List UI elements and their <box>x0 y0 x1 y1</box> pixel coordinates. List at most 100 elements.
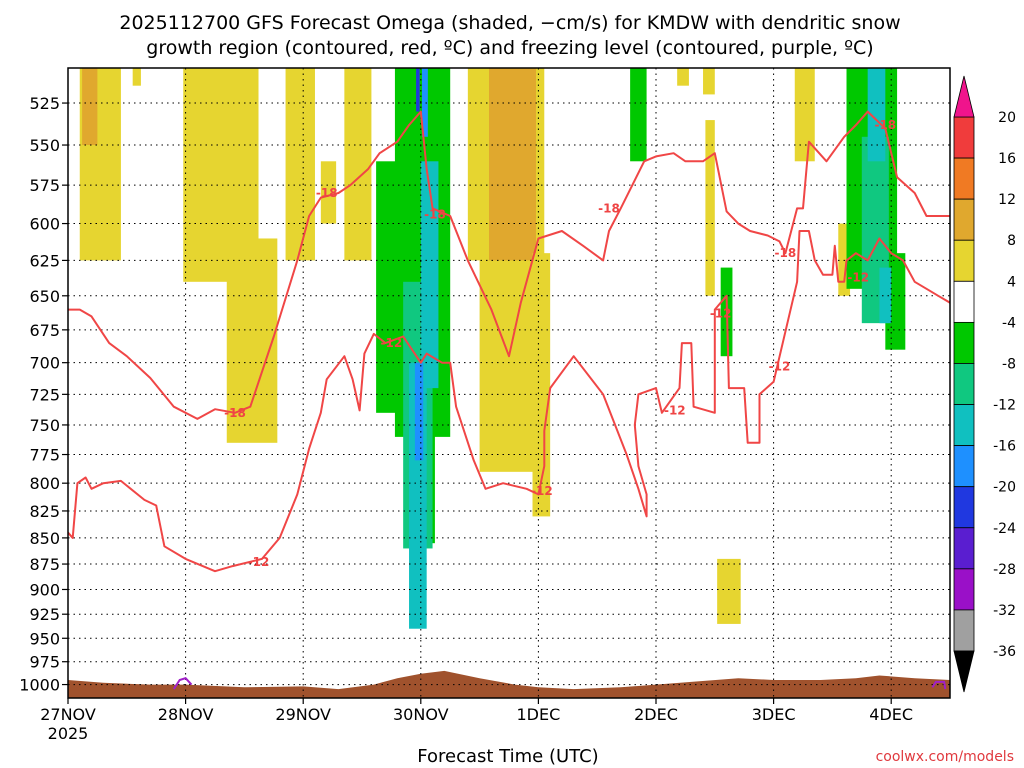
contour-label-layer: -12 -12 -12 -12 -12 -12 -12 -18 -18 -18 -18 -18 -18 <box>224 118 896 569</box>
freezing-level-line-1 <box>931 680 947 690</box>
colorbar-label-10: -24 <box>993 521 1016 537</box>
omega-region-13 <box>420 161 439 389</box>
y-tick-label-675: 675 <box>29 321 60 340</box>
y-tick-label-700: 700 <box>29 354 60 373</box>
omega-region-6 <box>320 161 337 224</box>
contour-line--18 <box>68 110 950 420</box>
plot-frame <box>67 67 951 699</box>
y-tick-label-1000: 1000 <box>19 676 60 695</box>
colorbar-swatch-10 <box>953 527 975 570</box>
omega-region-22 <box>677 68 689 86</box>
colorbar-swatch-2 <box>953 198 975 241</box>
colorbar-label-6: -8 <box>1002 356 1016 372</box>
colorbar-label-12: -32 <box>993 603 1016 619</box>
contour-label--12-1: -12 <box>381 336 403 350</box>
x-tick-label-29NOV: 29NOV <box>275 705 331 724</box>
x-tick-sublabel-27NOV: 2025 <box>48 724 89 743</box>
colorbar: 20 16 12 8 4 -4 -8 -12 -16 -20 -24 -28 -32 -36 <box>953 75 1016 693</box>
colorbar-swatch-7 <box>953 404 975 447</box>
colorbar-top-arrow <box>953 75 975 118</box>
y-axis: 525 550 575 600 625 650 675 700 725 750 775 800 825 8… <box>19 94 68 695</box>
grid-layer <box>68 68 950 698</box>
contour-layer <box>68 110 950 690</box>
omega-region-27 <box>794 68 815 162</box>
y-tick-label-825: 825 <box>29 502 60 521</box>
y-tick-label-925: 925 <box>29 605 60 624</box>
chart-title-line-2: growth region (contoured, red, ºC) and f… <box>146 37 873 59</box>
y-tick-label-750: 750 <box>29 416 60 435</box>
y-tick-label-900: 900 <box>29 580 60 599</box>
y-tick-label-775: 775 <box>29 446 60 465</box>
contour-label--12-5: -12 <box>769 360 791 374</box>
colorbar-swatch-6 <box>953 363 975 405</box>
contour-label--18-4: -18 <box>775 246 797 260</box>
colorbar-label-2: 12 <box>998 192 1016 208</box>
freezing-level-line-0 <box>172 677 193 690</box>
colorbar-swatch-12 <box>953 609 975 652</box>
colorbar-label-13: -36 <box>993 644 1016 660</box>
contour-label--12-3: -12 <box>664 403 686 417</box>
y-tick-label-525: 525 <box>29 94 60 113</box>
colorbar-swatch-3 <box>953 239 975 282</box>
colorbar-label-11: -28 <box>993 562 1016 578</box>
colorbar-swatch-4 <box>953 280 975 323</box>
omega-region-28 <box>838 223 851 296</box>
colorbar-swatch-5 <box>953 321 975 364</box>
contour-label--12-0: -12 <box>248 555 270 569</box>
contour-label--18-5: -18 <box>874 118 896 132</box>
colorbar-swatch-11 <box>953 568 975 611</box>
contour-label--12-2: -12 <box>531 484 553 498</box>
contour-label--18-3: -18 <box>598 201 620 215</box>
x-tick-label-3DEC: 3DEC <box>752 705 796 724</box>
omega-region-24 <box>705 120 715 296</box>
omega-region-33 <box>879 267 892 324</box>
omega-region-20 <box>532 253 551 517</box>
contour-label--18-2: -18 <box>424 207 446 221</box>
colorbar-swatch-1 <box>953 157 975 200</box>
omega-region-32 <box>867 68 886 162</box>
omega-region-2 <box>132 68 141 86</box>
colorbar-label-4: 4 <box>1007 274 1016 290</box>
y-tick-label-550: 550 <box>29 136 60 155</box>
y-tick-label-950: 950 <box>29 629 60 648</box>
colorbar-swatch-8 <box>953 445 975 488</box>
credit-text: coolwx.com/models <box>876 749 1014 765</box>
chart-title-line-1: 2025112700 GFS Forecast Omega (shaded, −… <box>119 12 900 34</box>
x-tick-label-27NOV: 27NOV <box>40 705 96 724</box>
contour-label--12-6: -12 <box>847 271 869 285</box>
omega-region-21 <box>630 68 647 162</box>
contour-label--18-1: -18 <box>316 186 338 200</box>
colorbar-label-8: -16 <box>993 439 1016 455</box>
omega-region-5 <box>285 68 315 261</box>
y-tick-label-975: 975 <box>29 653 60 672</box>
colorbar-label-9: -20 <box>993 480 1016 496</box>
omega-region-16 <box>416 68 420 112</box>
omega-region-8 <box>376 161 400 413</box>
contour-line--12 <box>68 230 950 573</box>
y-tick-label-575: 575 <box>29 176 60 195</box>
omega-region-15 <box>421 68 428 137</box>
colorbar-label-5: -4 <box>1002 315 1016 331</box>
contour-label--12-4: -12 <box>710 307 732 321</box>
x-tick-label-2DEC: 2DEC <box>634 705 678 724</box>
omega-region-14 <box>414 362 424 461</box>
y-tick-label-850: 850 <box>29 529 60 548</box>
y-tick-label-625: 625 <box>29 251 60 270</box>
colorbar-label-0: 20 <box>998 110 1016 126</box>
colorbar-label-7: -12 <box>993 398 1016 414</box>
y-tick-label-875: 875 <box>29 555 60 574</box>
x-tick-label-30NOV: 30NOV <box>393 705 449 724</box>
colorbar-swatch-9 <box>953 486 975 529</box>
x-axis-label: Forecast Time (UTC) <box>417 746 598 767</box>
contour-label--18-0: -18 <box>224 406 246 420</box>
colorbar-swatch-0 <box>953 116 975 159</box>
omega-region-26 <box>717 558 741 624</box>
y-tick-label-725: 725 <box>29 385 60 404</box>
y-tick-label-650: 650 <box>29 287 60 306</box>
omega-region-23 <box>703 68 715 95</box>
colorbar-bottom-arrow <box>953 650 975 693</box>
omega-region-1 <box>82 68 98 146</box>
omega-region-7 <box>344 68 372 261</box>
x-tick-label-1DEC: 1DEC <box>517 705 561 724</box>
